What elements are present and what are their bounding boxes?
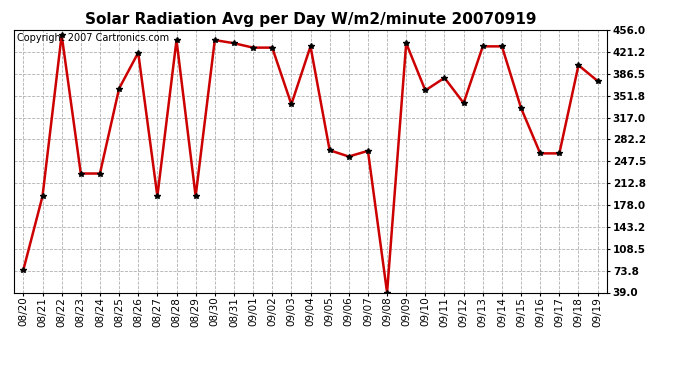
Title: Solar Radiation Avg per Day W/m2/minute 20070919: Solar Radiation Avg per Day W/m2/minute … [85,12,536,27]
Text: Copyright 2007 Cartronics.com: Copyright 2007 Cartronics.com [17,33,169,43]
